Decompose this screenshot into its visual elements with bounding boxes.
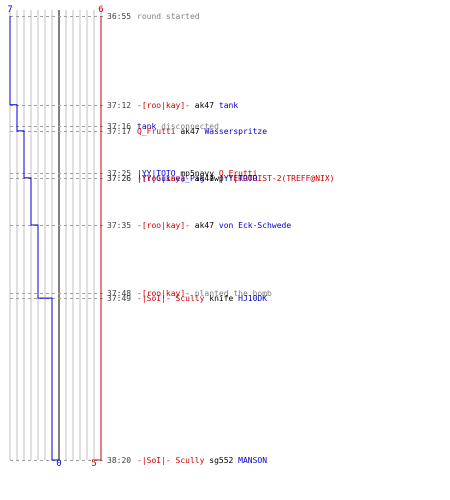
event-time: 37:35 bbox=[107, 221, 131, 230]
event-text: -[roo|kay]- ak47 von Eck-Schwede bbox=[137, 221, 291, 230]
event-text-part: mp5navy bbox=[176, 169, 219, 178]
event-text: -|SoI|- Scully knife HJ10DK bbox=[137, 294, 267, 303]
event-text-part: TERRORIST-2(TREFF@NIX) bbox=[229, 174, 335, 183]
event-text-part: ak47 bbox=[190, 174, 219, 183]
event-text: -[roo|kay]- planted the bomb bbox=[137, 289, 272, 298]
event-text-part: -[roo|kay]- bbox=[137, 221, 190, 230]
event-text-part: tank bbox=[137, 122, 156, 131]
tick-label: 7 bbox=[7, 5, 12, 15]
event-text-part: Wasserspritze bbox=[204, 127, 267, 136]
event-text-part: sg552 bbox=[204, 456, 238, 465]
event-time: 38:20 bbox=[107, 456, 131, 465]
event-text: -[roo|kay]- ak47 |YY|TOTO bbox=[137, 174, 258, 183]
event-time: 37:26 bbox=[107, 174, 131, 183]
event-text: tank disconnected bbox=[137, 122, 219, 131]
event-time: 37:49 bbox=[107, 294, 131, 303]
event-text: -|SoI|- Scully sg552 MANSON bbox=[137, 456, 267, 465]
event-text-part: |YY|TOTO bbox=[219, 174, 258, 183]
event-text-part: tank bbox=[219, 101, 238, 110]
event-text: Q_Frutti ak47 Wasserspritze bbox=[137, 127, 267, 136]
event-text: -[roo|kay]- ak47 tank bbox=[137, 101, 238, 110]
event-text: |YY|Guinea_Pig awp TERRORIST-2(TREFF@NIX… bbox=[137, 174, 335, 183]
tick-label: 5 bbox=[91, 459, 96, 469]
event-time: 37:12 bbox=[107, 101, 131, 110]
event-text-part: -|SoI|- Scully bbox=[137, 456, 205, 465]
event-text-part: MANSON bbox=[238, 456, 267, 465]
event-text-part: disconnected bbox=[156, 122, 219, 131]
event-text-part: planted the bomb bbox=[190, 289, 272, 298]
event-text-part: knife bbox=[204, 294, 238, 303]
event-text-part: ak47 bbox=[190, 101, 219, 110]
event-text-part: ak47 bbox=[176, 127, 205, 136]
event-time: 37:16 bbox=[107, 122, 131, 131]
event-text-part: von Eck-Schwede bbox=[219, 221, 291, 230]
event-text-part: -[roo|kay]- bbox=[137, 289, 190, 298]
series-blue-line bbox=[9, 16, 59, 461]
event-time: 37:48 bbox=[107, 289, 131, 298]
event-text: round started bbox=[137, 12, 200, 21]
tick-label: 6 bbox=[98, 5, 103, 15]
event-text-part: |YY|Guinea_Pig bbox=[137, 174, 205, 183]
tick-label: 0 bbox=[56, 459, 61, 469]
event-text-part: Q_Frutti bbox=[219, 169, 258, 178]
event-text-part: awp bbox=[204, 174, 228, 183]
event-text-part: -[roo|kay]- bbox=[137, 174, 190, 183]
event-text-part: |YY|TOTO bbox=[137, 169, 176, 178]
event-text-part: ak47 bbox=[190, 221, 219, 230]
event-time: 37:26 bbox=[107, 174, 131, 183]
event-text-part: HJ10DK bbox=[238, 294, 267, 303]
event-time: 37:17 bbox=[107, 127, 131, 136]
event-text-part: -[roo|kay]- bbox=[137, 101, 190, 110]
series-red-line bbox=[94, 16, 102, 461]
event-time: 36:55 bbox=[107, 12, 131, 21]
event-text-part: round started bbox=[137, 12, 200, 21]
event-text: |YY|TOTO mp5navy Q_Frutti bbox=[137, 169, 258, 178]
event-text-part: Q_Frutti bbox=[137, 127, 176, 136]
event-text-part: -|SoI|- Scully bbox=[137, 294, 205, 303]
event-time: 37:25 bbox=[107, 169, 131, 178]
